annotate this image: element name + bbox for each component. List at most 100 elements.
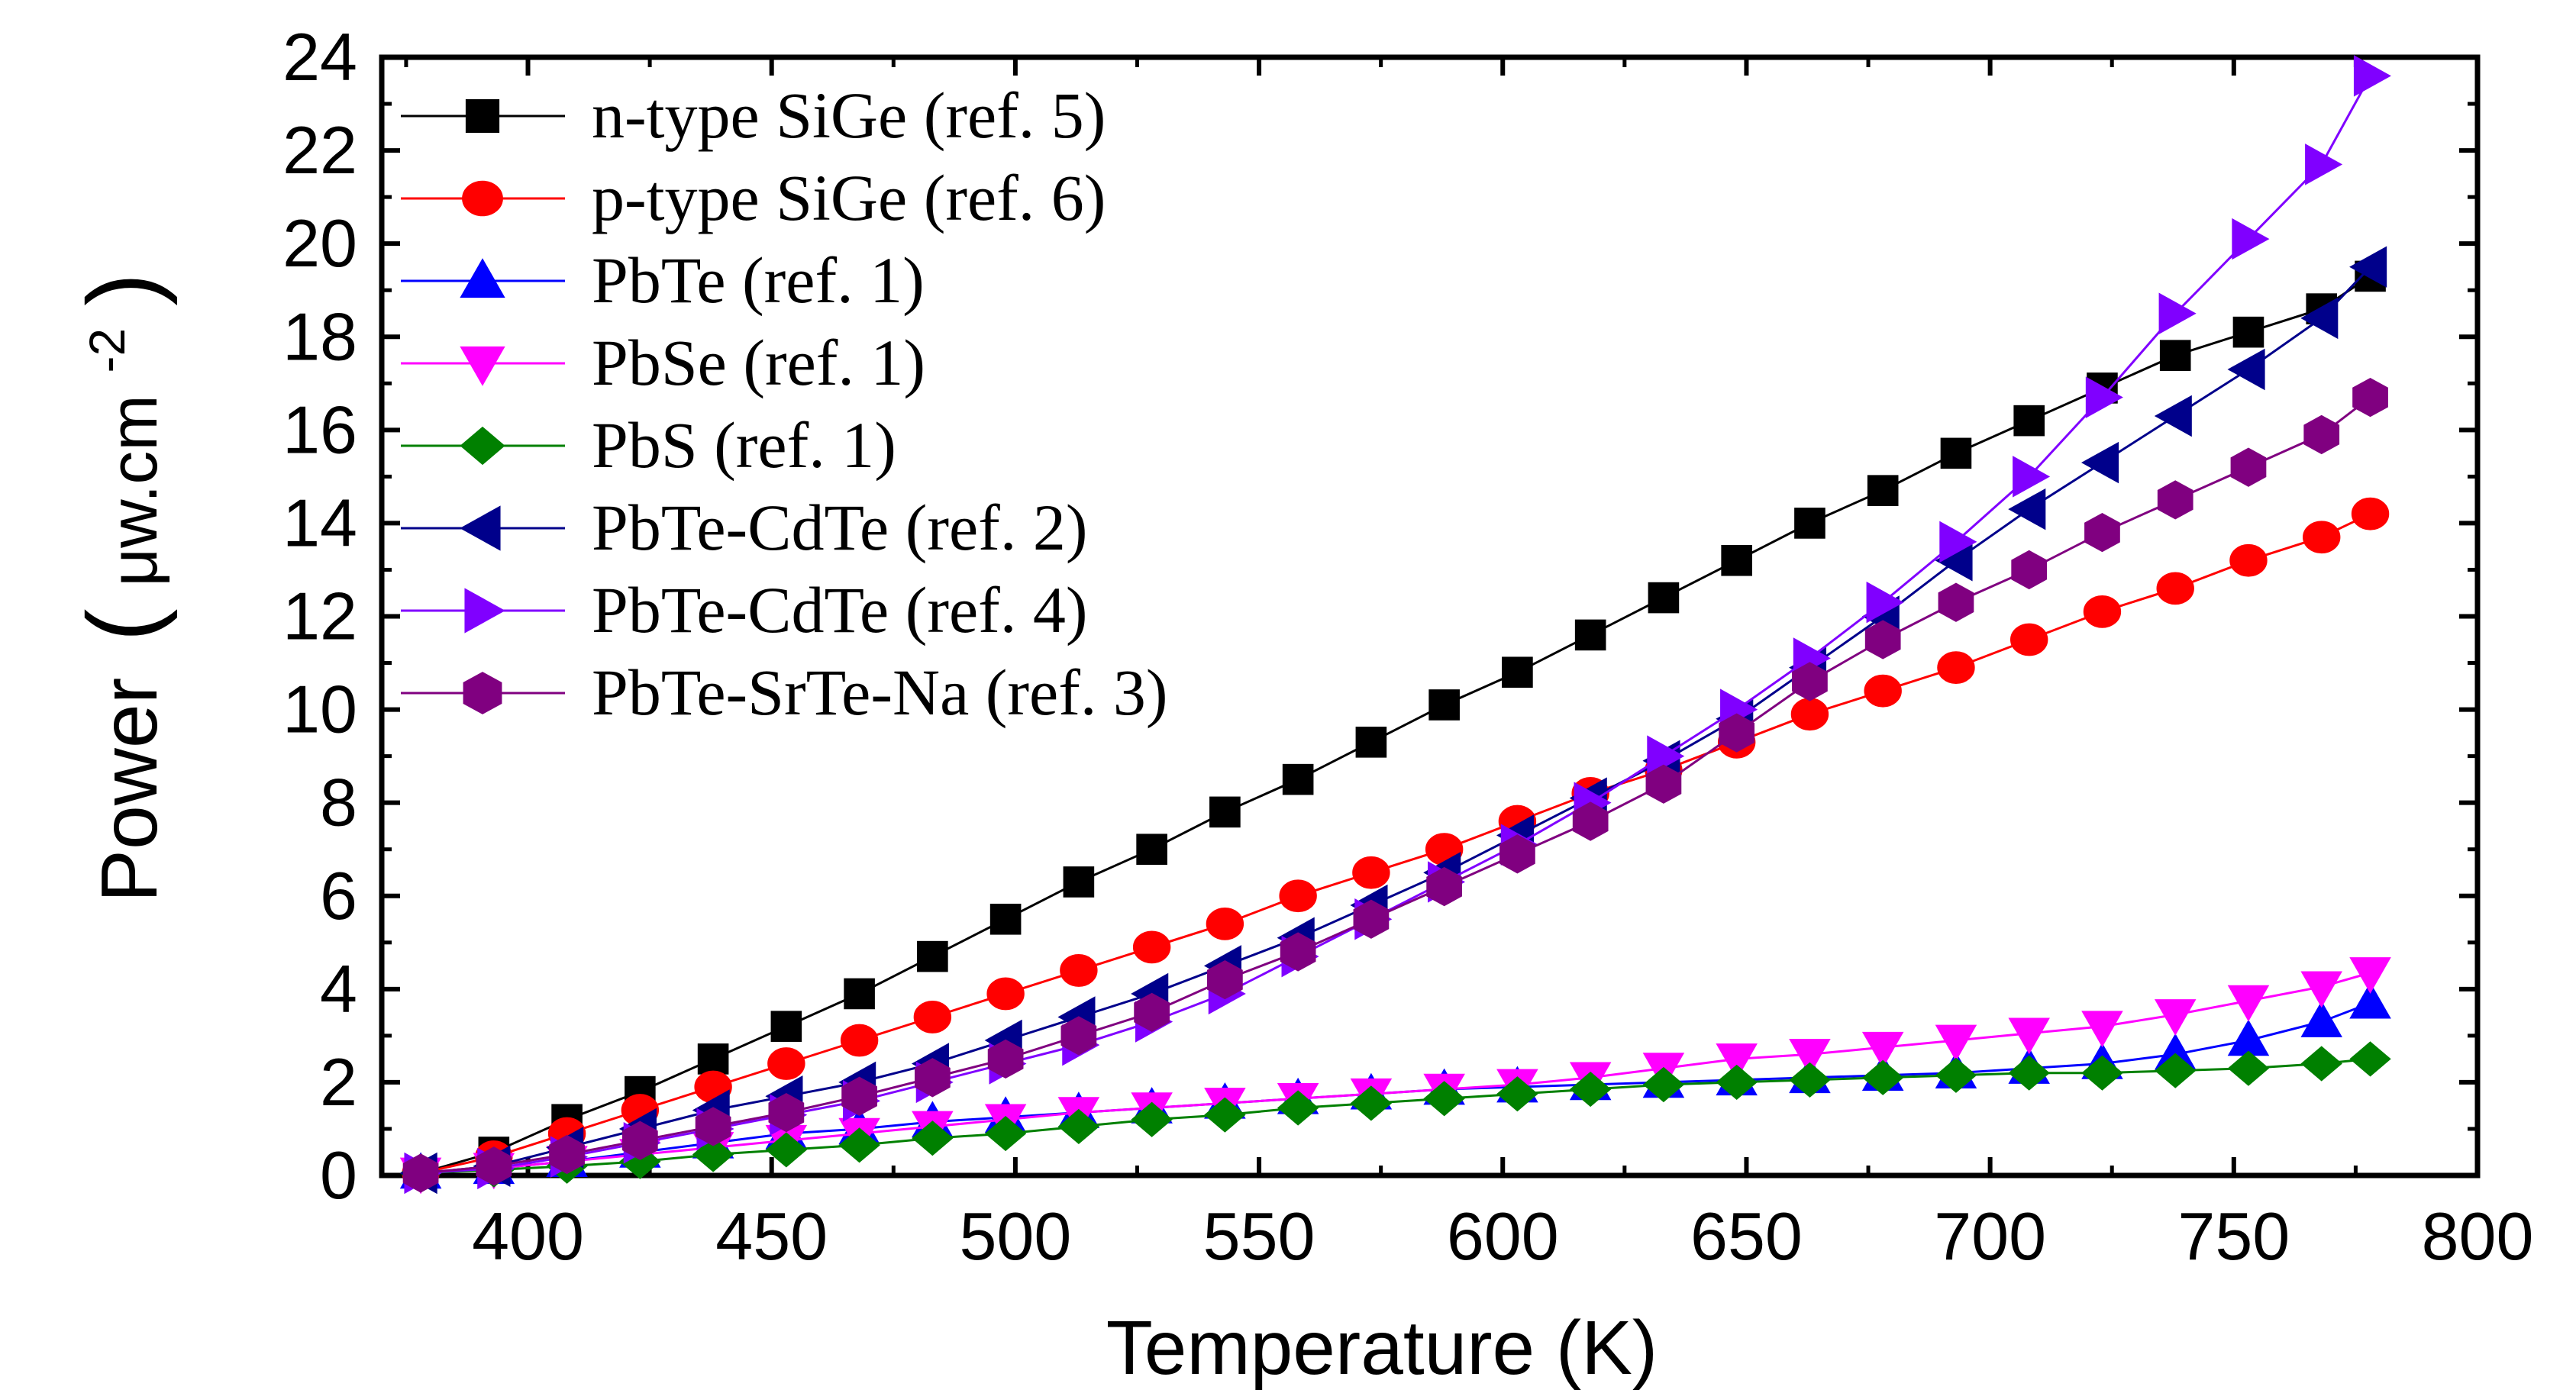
data-point — [2154, 999, 2197, 1036]
data-point — [1789, 1038, 1831, 1075]
data-point — [1057, 1108, 1100, 1145]
data-point — [1206, 907, 1244, 940]
data-point — [984, 1115, 1027, 1152]
legend-label: n-type SiGe (ref. 5) — [592, 79, 1106, 152]
data-point — [2349, 1041, 2391, 1077]
data-point — [2300, 297, 2339, 340]
data-point — [917, 940, 948, 972]
series-line — [421, 1057, 2371, 1175]
svg-text:Power ( μw.cm: Power ( μw.cm -2 ) — [53, 273, 178, 903]
legend-label: PbTe-CdTe (ref. 4) — [592, 573, 1087, 647]
data-point — [987, 1039, 1024, 1079]
y-tick-label: 8 — [320, 765, 357, 840]
data-point — [1862, 1059, 1904, 1095]
y-tick-label: 4 — [320, 951, 357, 1027]
data-point — [1132, 930, 1171, 964]
data-point — [1134, 992, 1170, 1033]
data-point — [2227, 1050, 2270, 1086]
data-point — [2154, 395, 2192, 437]
y-axis-title-main: Power — [86, 678, 174, 903]
data-point — [1719, 713, 1755, 753]
data-point — [2008, 488, 2046, 530]
data-point — [2159, 340, 2191, 371]
data-point — [695, 1107, 731, 1146]
x-tick-label: 400 — [472, 1198, 584, 1274]
data-point — [2300, 971, 2342, 1008]
series-line — [420, 512, 2371, 1175]
legend-label: PbTe-CdTe (ref. 2) — [592, 491, 1087, 564]
data-point — [1935, 1057, 1977, 1093]
data-point — [1352, 856, 1390, 889]
data-point — [1277, 1090, 1319, 1126]
data-point — [2013, 405, 2045, 437]
legend-item: PbS (ref. 1) — [401, 408, 896, 482]
legend-item: PbTe-CdTe (ref. 2) — [401, 491, 1087, 564]
legend-marker — [464, 588, 505, 634]
data-point — [1938, 582, 1974, 622]
data-point — [1569, 1071, 1612, 1108]
data-point — [2351, 497, 2390, 530]
data-point — [1716, 1064, 1758, 1101]
data-point — [2081, 441, 2119, 484]
data-point — [1204, 1097, 1246, 1133]
data-point — [1789, 1062, 1831, 1098]
data-point — [2011, 550, 2048, 590]
data-point — [2349, 957, 2391, 994]
y-tick-label: 6 — [320, 858, 357, 934]
y-axis-title: Power ( μw.cm -2 ) — [53, 273, 178, 903]
data-point — [765, 1132, 808, 1168]
data-point — [1940, 437, 1972, 469]
data-point — [1792, 662, 1828, 701]
data-point — [1355, 727, 1387, 758]
data-point — [989, 903, 1022, 935]
data-point — [1282, 763, 1314, 795]
legend-marker — [460, 346, 505, 386]
legend-label: PbTe (ref. 1) — [592, 243, 925, 317]
data-point — [1572, 801, 1609, 841]
data-point — [2009, 623, 2048, 656]
x-tick-label: 500 — [959, 1198, 1071, 1274]
y-tick-label: 14 — [282, 485, 357, 560]
data-point — [2158, 292, 2197, 334]
data-point — [1645, 764, 1682, 804]
y-tick-label: 18 — [282, 298, 357, 374]
data-point — [1861, 1031, 1904, 1069]
legend-label: PbTe-SrTe-Na (ref. 3) — [592, 656, 1167, 729]
data-point — [2013, 456, 2051, 498]
data-point — [1790, 698, 1829, 731]
x-tick-label: 650 — [1690, 1198, 1803, 1274]
y-paren-close: ) — [66, 273, 178, 306]
data-point — [2303, 414, 2340, 455]
data-point — [1063, 866, 1095, 898]
legend-label: PbSe (ref. 1) — [592, 326, 925, 399]
data-point — [1648, 582, 1680, 614]
data-point — [840, 1024, 879, 1057]
legend-item: p-type SiGe (ref. 6) — [401, 161, 1106, 234]
legend-marker — [465, 98, 500, 134]
data-point — [2230, 447, 2267, 487]
data-point — [1209, 796, 1241, 828]
y-tick-label: 2 — [320, 1044, 357, 1120]
data-point — [2156, 572, 2194, 605]
data-point — [2155, 1053, 2197, 1088]
data-point — [476, 1146, 512, 1186]
data-point — [1937, 651, 1975, 685]
data-point — [1353, 899, 1390, 939]
series-5 — [399, 1041, 2391, 1191]
data-point — [1499, 834, 1535, 874]
series-8 — [402, 377, 2388, 1193]
series-line — [420, 266, 2371, 1175]
data-point — [697, 1043, 729, 1075]
legend-item: PbSe (ref. 1) — [401, 326, 925, 399]
data-point — [1721, 544, 1752, 576]
data-point — [1716, 1043, 1758, 1080]
series-line — [420, 396, 2371, 1175]
data-point — [2081, 1055, 2123, 1091]
data-point — [2227, 348, 2265, 391]
y-axis-unit-exponent: -2 — [79, 328, 135, 373]
data-point — [1642, 1066, 1685, 1103]
data-point — [2157, 480, 2193, 520]
data-point — [1496, 1076, 1538, 1112]
data-point — [986, 977, 1025, 1011]
